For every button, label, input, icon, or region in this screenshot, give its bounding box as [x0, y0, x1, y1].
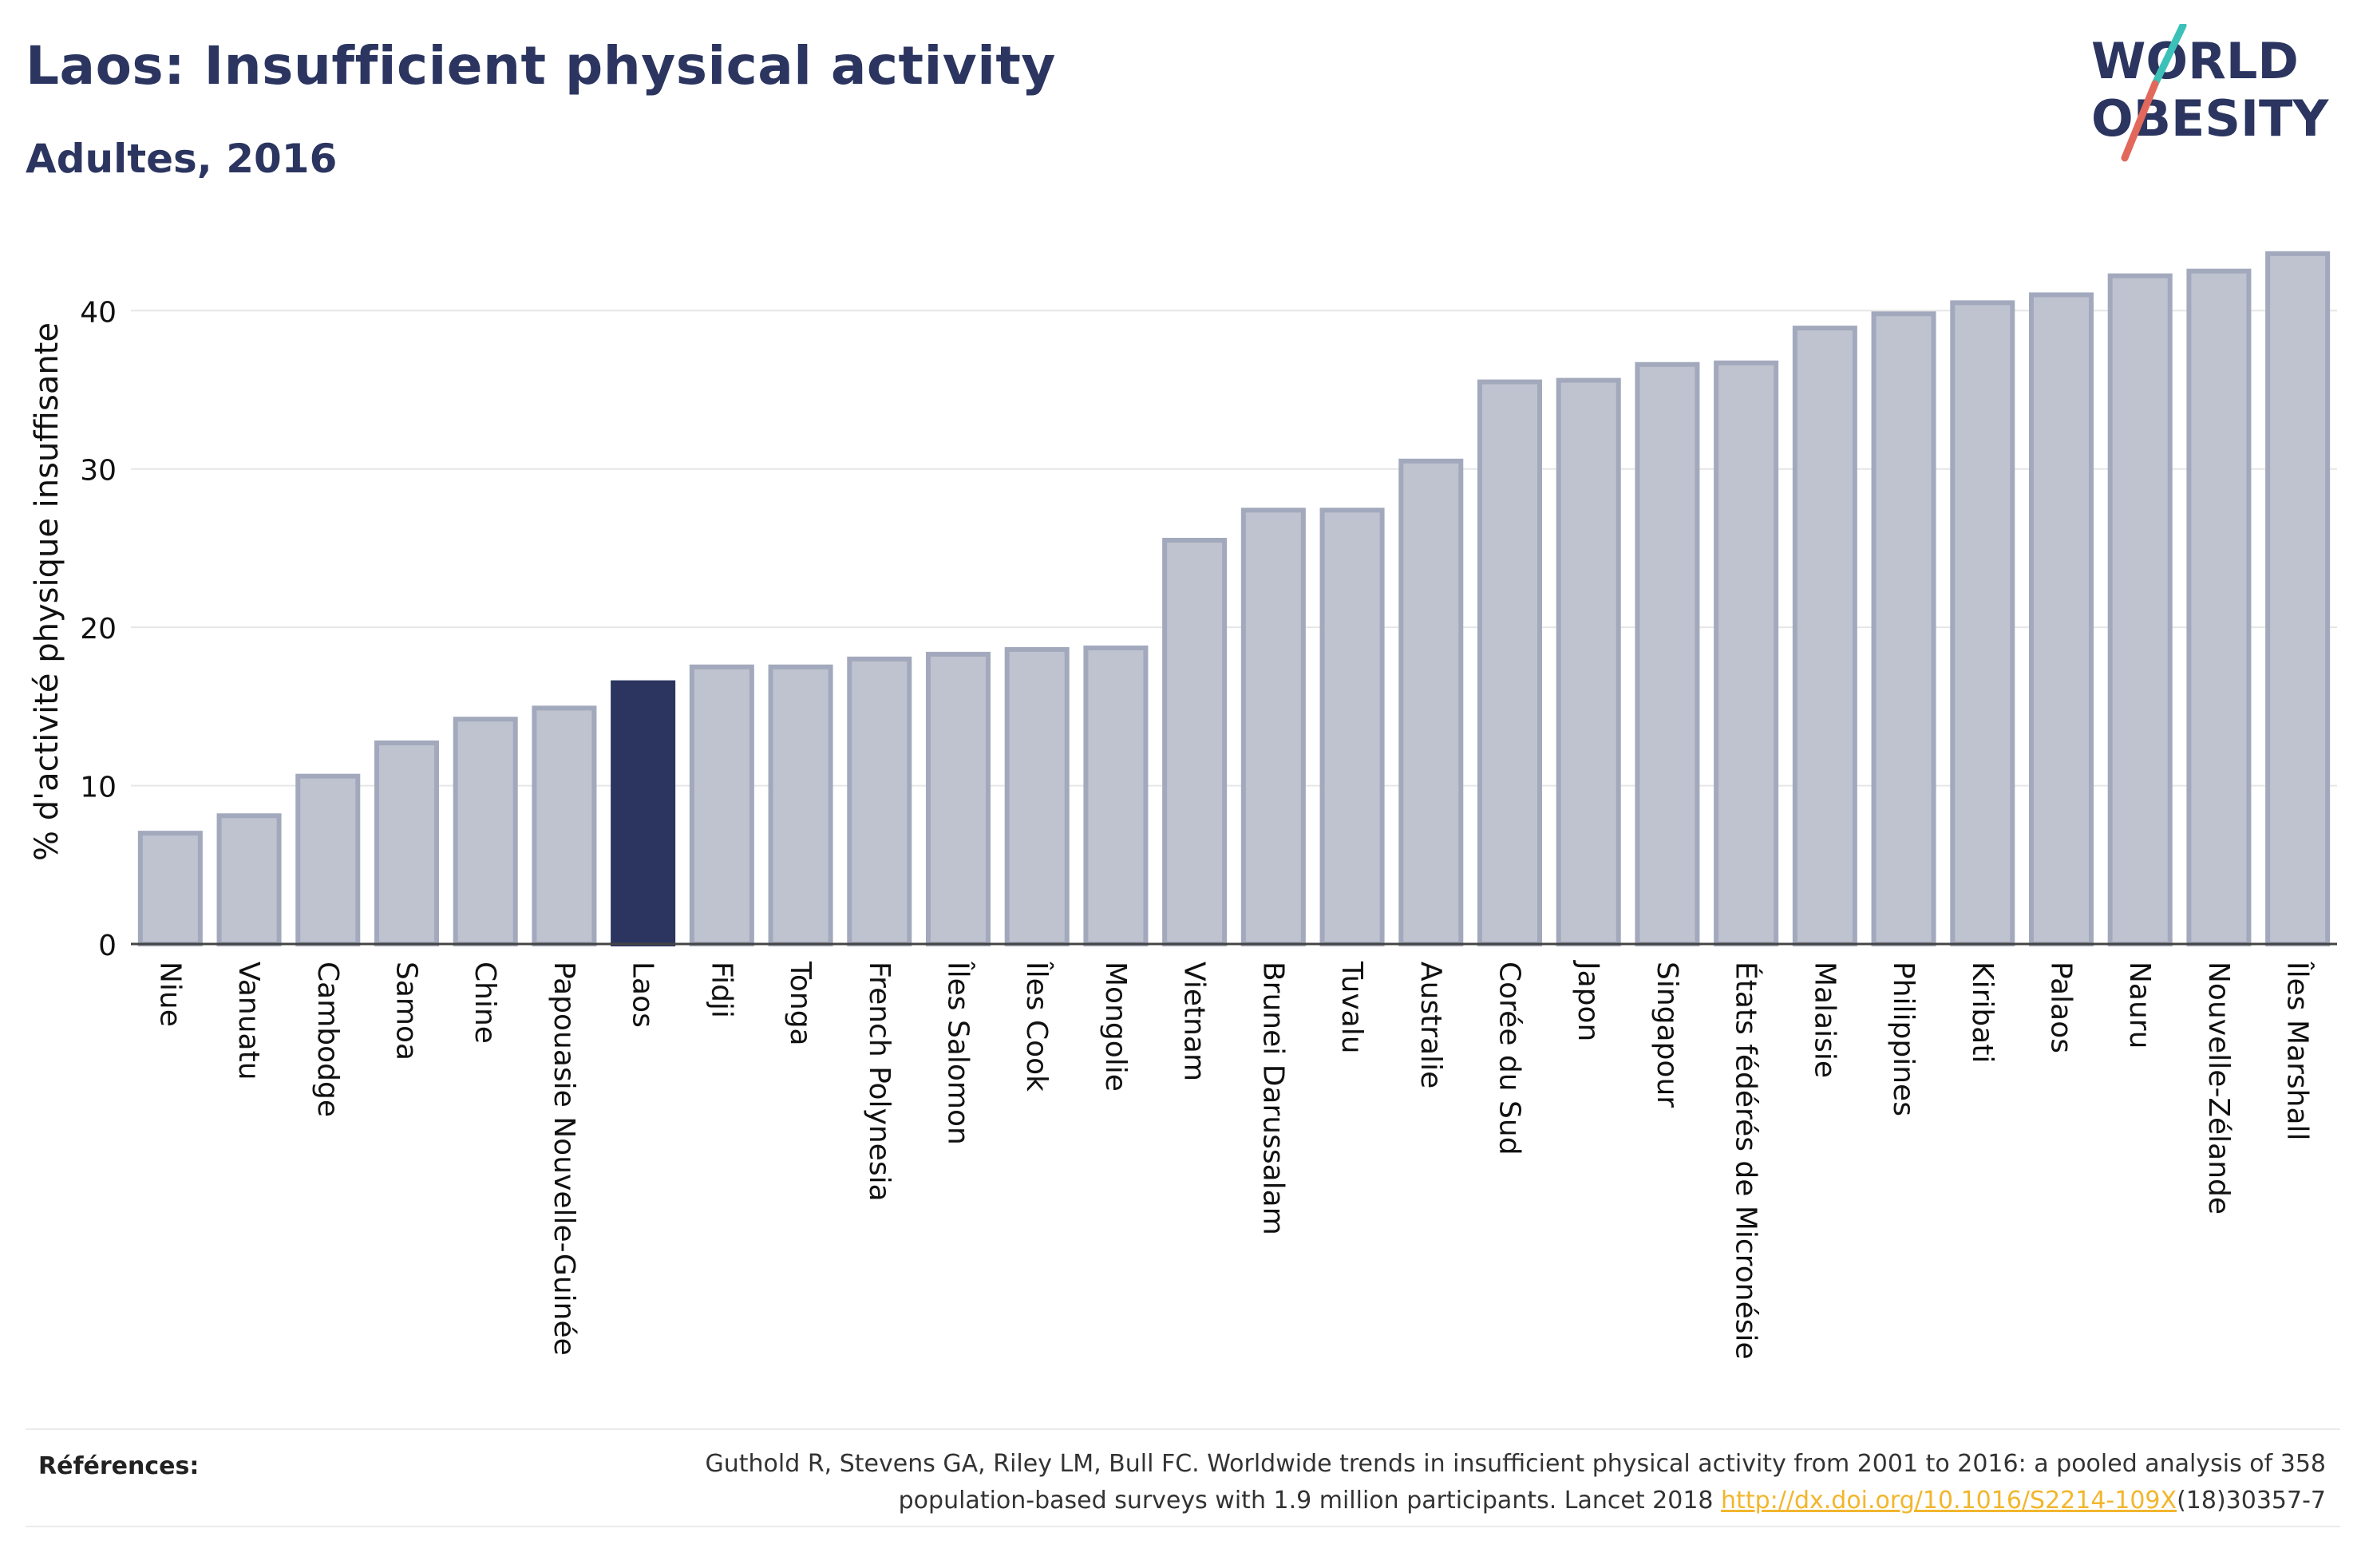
x-tick-label: Malaisie — [1808, 962, 1841, 1078]
bar-french-polynesia — [847, 656, 912, 947]
bar-palaos — [2028, 292, 2094, 946]
bar-australie — [1398, 458, 1464, 946]
bar-îles-salomon — [925, 651, 991, 946]
world-obesity-logo: WORLD OBESITY — [2091, 24, 2329, 162]
x-tick-label: Nouvelle-Zélande — [2202, 962, 2235, 1215]
bar-îles-cook — [1004, 646, 1070, 946]
y-tick-labels: 0 10 20 30 40 — [80, 296, 117, 962]
bar-singapour — [1635, 361, 1700, 946]
bar-îles-marshall — [2265, 251, 2331, 947]
x-tick-label: Australie — [1414, 962, 1447, 1088]
bar-nauru — [2107, 273, 2173, 947]
x-tick-label: Papouasie Nouvelle-Guinée — [548, 962, 580, 1356]
bar-laos — [611, 680, 676, 946]
bar-cambodge — [295, 773, 361, 946]
bar-samoa — [374, 740, 440, 946]
references-bottom-divider — [26, 1526, 2340, 1527]
x-tick-label: Chine — [469, 962, 501, 1044]
y-tick-label: 10 — [80, 772, 117, 804]
logo-slash-teal — [2151, 24, 2187, 88]
x-tick-label: Îles Cook — [1020, 961, 1054, 1092]
x-tick-label: Palaos — [2045, 962, 2078, 1053]
bar-états-fédérés-de-micronésie — [1714, 360, 1779, 947]
bars — [137, 251, 2331, 947]
doi-link[interactable]: http://dx.doi.org/10.1016/S2214-109X — [1721, 1487, 2177, 1515]
x-tick-label: Îles Salomon — [942, 961, 975, 1145]
x-tick-label: Laos — [627, 962, 659, 1028]
bar-nouvelle-zélande — [2186, 268, 2252, 947]
references-top-divider — [26, 1428, 2340, 1430]
x-tick-label: Vietnam — [1178, 962, 1211, 1081]
y-tick-label: 0 — [98, 930, 117, 962]
x-tick-label: Singapour — [1651, 962, 1683, 1108]
x-tick-label: États fédérés de Micronésie — [1730, 962, 1763, 1360]
x-tick-label: French Polynesia — [863, 962, 896, 1202]
y-tick-label: 40 — [80, 296, 117, 329]
x-tick-label: Îles Marshall — [2281, 961, 2315, 1141]
y-tick-label: 30 — [80, 455, 117, 488]
bar-malaisie — [1792, 326, 1857, 947]
x-tick-label: Samoa — [390, 962, 423, 1060]
references-line2-prefix: population-based surveys with 1.9 millio… — [898, 1487, 1722, 1515]
bar-chart: Niue Vanuatu Cambodge Samoa Chine Papouasie N… — [29, 251, 2337, 1360]
bar-chine — [453, 717, 518, 946]
bar-tuvalu — [1319, 508, 1385, 946]
y-axis-title: % d'activité physique insuffisante — [29, 322, 65, 861]
references-line2: population-based surveys with 1.9 millio… — [490, 1483, 2326, 1519]
bar-niue — [137, 831, 203, 946]
x-tick-label: Tuvalu — [1335, 961, 1368, 1054]
x-tick-label: Kiribati — [1966, 962, 1999, 1063]
bar-brunei-darussalam — [1240, 508, 1306, 946]
x-tick-label: Brunei Darussalam — [1256, 962, 1289, 1235]
chart-subtitle: Adultes, 2016 — [26, 136, 338, 182]
x-tick-label: Fidji — [705, 962, 738, 1018]
logo-slash-coral — [2121, 80, 2159, 162]
x-tick-label: Mongolie — [1099, 962, 1132, 1092]
bar-japon — [1556, 377, 1621, 947]
bar-vanuatu — [216, 813, 282, 947]
references-label: Références: — [38, 1452, 200, 1480]
x-tick-label: Vanuatu — [232, 962, 265, 1080]
x-tick-label: Nauru — [2123, 962, 2156, 1049]
x-tick-label: Cambodge — [311, 962, 344, 1117]
logo-line1: WORLD — [2091, 32, 2299, 90]
x-tick-labels: Niue Vanuatu Cambodge Samoa Chine Papouasie N… — [153, 960, 2314, 1360]
chart-title: Laos: Insufficient physical activity — [26, 35, 1056, 97]
x-tick-label: Philippines — [1887, 962, 1920, 1116]
bar-philippines — [1871, 311, 1936, 946]
bar-tonga — [768, 664, 833, 946]
bar-vietnam — [1162, 538, 1228, 946]
bar-papouasie-nouvelle-guinée — [532, 705, 597, 946]
bar-mongolie — [1083, 645, 1149, 947]
x-tick-label: Corée du Sud — [1493, 962, 1526, 1155]
bar-fidji — [689, 664, 754, 946]
references-text: Guthold R, Stevens GA, Riley LM, Bull FC… — [490, 1446, 2326, 1519]
x-tick-label: Niue — [153, 962, 186, 1027]
references-line2-suffix: (18)30357-7 — [2177, 1487, 2326, 1515]
y-tick-label: 20 — [80, 613, 117, 646]
x-tick-label: Tonga — [784, 961, 817, 1046]
x-tick-label: Japon — [1572, 960, 1604, 1041]
bar-corée-du-sud — [1477, 379, 1543, 946]
bar-kiribati — [1950, 300, 2015, 946]
references-line1: Guthold R, Stevens GA, Riley LM, Bull FC… — [705, 1450, 2326, 1478]
